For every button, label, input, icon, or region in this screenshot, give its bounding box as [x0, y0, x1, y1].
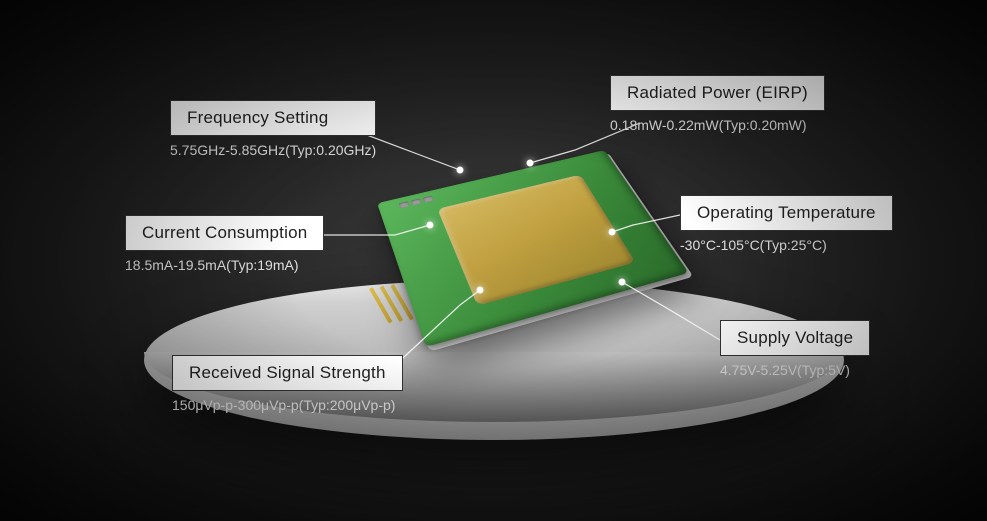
solder-pads: [398, 196, 433, 209]
value-temperature: -30°C-105°C(Typ:25°C): [680, 237, 893, 253]
label-temperature: Operating Temperature: [680, 195, 893, 231]
callout-radiated-power: Radiated Power (EIRP) 0.18mW-0.22mW(Typ:…: [610, 75, 825, 133]
callout-voltage: Supply Voltage 4.75V-5.25V(Typ:5V): [720, 320, 870, 378]
label-radiated-power: Radiated Power (EIRP): [610, 75, 825, 111]
value-frequency: 5.75GHz-5.85GHz(Typ:0.20GHz): [170, 142, 376, 158]
value-radiated-power: 0.18mW-0.22mW(Typ:0.20mW): [610, 117, 825, 133]
callout-rss: Received Signal Strength 150μVp-p-300μVp…: [172, 355, 403, 413]
label-rss: Received Signal Strength: [172, 355, 403, 391]
label-current: Current Consumption: [125, 215, 324, 251]
value-voltage: 4.75V-5.25V(Typ:5V): [720, 362, 870, 378]
patch-antenna: [437, 174, 635, 305]
callout-frequency: Frequency Setting 5.75GHz-5.85GHz(Typ:0.…: [170, 100, 376, 158]
label-voltage: Supply Voltage: [720, 320, 870, 356]
value-rss: 150μVp-p-300μVp-p(Typ:200μVp-p): [172, 397, 403, 413]
label-frequency: Frequency Setting: [170, 100, 376, 136]
callout-temperature: Operating Temperature -30°C-105°C(Typ:25…: [680, 195, 893, 253]
value-current: 18.5mA-19.5mA(Typ:19mA): [125, 257, 324, 273]
callout-current: Current Consumption 18.5mA-19.5mA(Typ:19…: [125, 215, 324, 273]
